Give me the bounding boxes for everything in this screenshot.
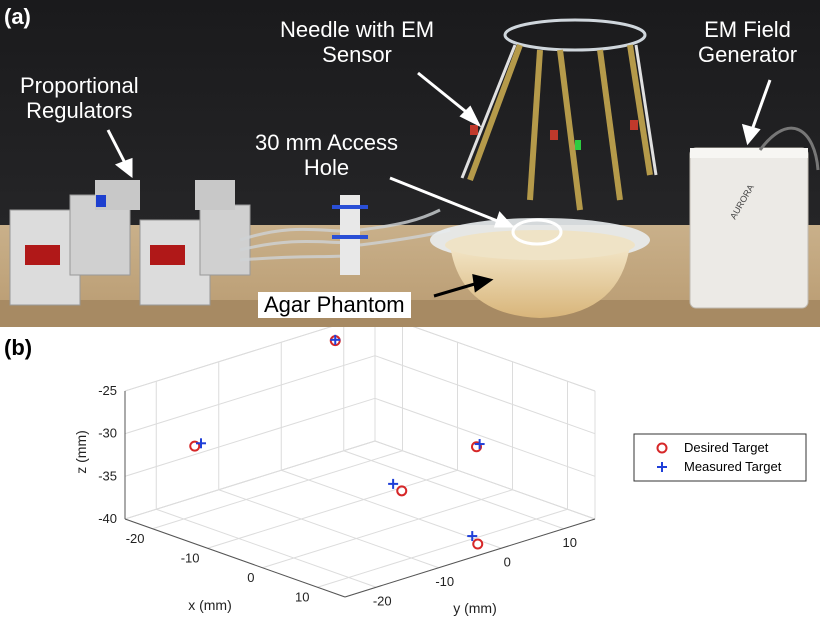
z-tick-label: -35: [98, 468, 117, 483]
floor-grid-line: [218, 489, 439, 569]
panel-b-label: (b): [4, 335, 33, 360]
field-gen-line2: Generator: [698, 42, 798, 67]
panel-a-label: (a): [4, 4, 31, 29]
regulator-arrow: [106, 129, 128, 166]
needle-arrow: [417, 71, 471, 117]
em-field-generator: AURORA: [689, 126, 820, 309]
apparatus-illustration: AURORA: [0, 0, 820, 327]
y-tick-label: -20: [373, 593, 392, 608]
apparatus-photo: AURORA (a) Needle with EM Sensor EM Fiel…: [0, 0, 820, 327]
floor-grid-line: [152, 450, 403, 530]
floor-grid-line: [207, 469, 458, 549]
measured-target-point: [467, 531, 478, 542]
agar-phantom: [430, 218, 650, 318]
z-axis-label: z (mm): [73, 430, 89, 474]
phantom-label: Agar Phantom: [258, 292, 411, 318]
desired-target-point: [396, 485, 408, 497]
x-tick-label: -20: [126, 531, 145, 546]
floor-grid-line: [317, 508, 568, 588]
regulators-annotation: Proportional Regulators: [20, 73, 139, 123]
desired-target-point: [472, 538, 484, 550]
z-tick-label: -25: [98, 383, 117, 398]
regulators-line1: Proportional: [20, 73, 139, 98]
legend-desired-label: Desired Target: [684, 440, 769, 455]
x-tick-label: 10: [295, 589, 309, 604]
y-axis-label: y (mm): [453, 600, 497, 616]
needle-line1: Needle with EM: [280, 17, 435, 42]
floor-grid-line: [281, 469, 502, 549]
phantom-arrow: [433, 281, 479, 298]
access-line1: 30 mm Access: [255, 130, 399, 155]
needle-annotation: Needle with EM Sensor: [280, 17, 434, 67]
regulators-line2: Regulators: [26, 98, 133, 123]
y-axis-line: [344, 518, 596, 598]
x-axis-line: [124, 518, 346, 598]
y-tick-label: 10: [563, 535, 577, 550]
regulators-group: [9, 180, 251, 306]
measured-target-point: [388, 478, 399, 489]
wall-grid-line: [124, 440, 376, 520]
measured-target-point: [330, 334, 341, 345]
legend-measured-marker: [657, 462, 667, 472]
access-line2: Hole: [303, 155, 350, 180]
hole-arrow: [389, 176, 501, 224]
wall-grid-line: [124, 397, 376, 477]
legend-measured-label: Measured Target: [684, 459, 782, 474]
y-tick-label: 0: [504, 554, 511, 569]
floor-grid-line: [156, 508, 377, 588]
legend-box: [633, 433, 807, 482]
floor-grid-line: [343, 450, 564, 530]
scatter-panel: (b) -20 -10 0 10 -20 -10 0 10 -25 -30 -35 -40 z (mm…: [0, 312, 820, 619]
legend-desired-marker: [656, 442, 668, 454]
wall-grid-line: [374, 355, 596, 435]
marks-layer: [189, 334, 485, 550]
wall-grid-line: [374, 440, 596, 520]
legend: Desired Target Measured Target: [633, 433, 807, 482]
wall-grid-line: [124, 355, 376, 435]
field-arrow: [750, 79, 772, 131]
floor-grid-line: [262, 489, 513, 569]
field-generator-annotation: EM Field Generator: [698, 17, 797, 67]
wall-grid-line: [374, 312, 596, 392]
desired-target-point: [471, 441, 482, 453]
scatter-3d-chart: -20 -10 0 10 -20 -10 0 10 -25 -30 -35 -40 z (mm) x …: [73, 312, 807, 616]
x-axis-label: x (mm): [188, 597, 232, 613]
desired-target-point: [189, 440, 201, 452]
grid-layer: [124, 312, 596, 598]
wall-grid-line: [374, 397, 596, 477]
z-tick-label: -40: [98, 511, 117, 526]
z-tick-label: -30: [98, 426, 117, 441]
parallel-robot: [460, 18, 658, 211]
x-tick-label: -10: [181, 550, 200, 565]
needle-line2: Sensor: [322, 42, 392, 67]
access-hole-annotation: 30 mm Access Hole: [255, 130, 398, 180]
wall-grid-line: [374, 312, 596, 392]
field-gen-line1: EM Field: [704, 17, 791, 42]
y-tick-label: -10: [435, 574, 454, 589]
measured-target-point: [196, 438, 206, 449]
x-tick-label: 0: [247, 570, 254, 585]
measured-target-point: [474, 439, 485, 450]
tick-layer: -20 -10 0 10 -20 -10 0 10 -25 -30 -35 -40: [98, 383, 577, 608]
